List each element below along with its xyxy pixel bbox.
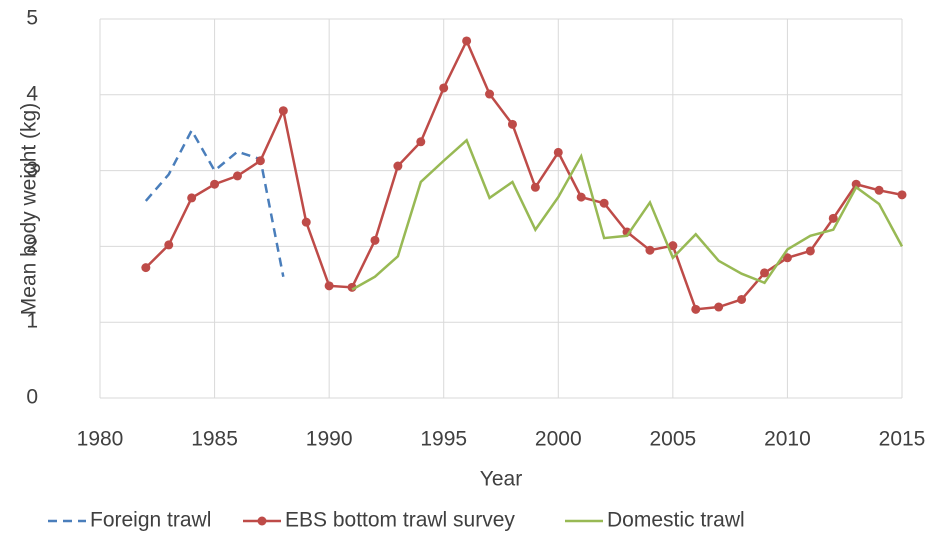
data-point: [828, 213, 838, 223]
x-axis-label: Year: [480, 468, 522, 491]
data-point: [507, 119, 517, 129]
data-point: [462, 36, 472, 46]
data-point: [897, 190, 907, 200]
series-line: [351, 138, 904, 291]
y-tick-label: 5: [26, 7, 38, 30]
legend-label: Domestic trawl: [607, 509, 745, 532]
data-point: [393, 161, 403, 171]
y-tick-label: 3: [26, 158, 38, 181]
y-tick-label: 0: [26, 386, 38, 409]
data-point: [439, 83, 449, 93]
data-point: [530, 182, 540, 192]
y-axis-label: Mean body weight (kg): [18, 103, 41, 315]
x-tick-label: 2010: [764, 428, 811, 451]
data-point: [668, 241, 678, 251]
data-point: [760, 268, 770, 278]
x-tick-label: 1995: [420, 428, 467, 451]
data-point: [851, 179, 861, 189]
data-point: [370, 235, 380, 245]
data-point: [714, 302, 724, 312]
legend-label: Foreign trawl: [90, 509, 211, 532]
x-tick-label: 2015: [879, 428, 926, 451]
data-point: [210, 179, 220, 189]
y-tick-label: 2: [26, 234, 38, 257]
y-tick-label: 4: [26, 82, 38, 105]
data-point: [164, 240, 174, 250]
data-point: [805, 246, 815, 256]
x-tick-label: 1985: [191, 428, 238, 451]
data-point: [416, 137, 426, 147]
data-point: [187, 193, 197, 203]
legend-marker: [257, 516, 267, 526]
data-point: [553, 147, 563, 157]
data-point: [485, 89, 495, 99]
data-point: [576, 192, 586, 202]
data-point: [691, 304, 701, 314]
data-point: [141, 263, 151, 273]
data-point: [278, 106, 288, 116]
x-tick-label: 1990: [306, 428, 353, 451]
data-point: [301, 217, 311, 227]
data-point: [232, 171, 242, 181]
x-tick-label: 2000: [535, 428, 582, 451]
series-line: [144, 37, 903, 311]
data-point: [782, 253, 792, 263]
data-point: [645, 245, 655, 255]
data-point: [737, 294, 747, 304]
data-point: [874, 185, 884, 195]
data-point: [324, 281, 334, 291]
legend-label: EBS bottom trawl survey: [285, 509, 515, 532]
y-tick-label: 1: [26, 310, 38, 333]
x-tick-label: 1980: [77, 428, 124, 451]
data-point: [255, 156, 265, 166]
data-point: [599, 198, 609, 208]
x-tick-label: 2005: [649, 428, 696, 451]
